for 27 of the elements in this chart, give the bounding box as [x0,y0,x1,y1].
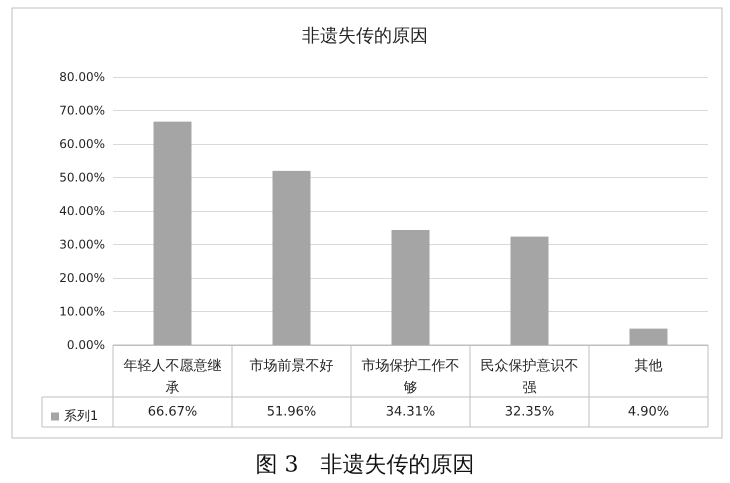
data-label: 51.96% [266,404,316,420]
y-tick-label: 80.00% [59,70,105,84]
y-tick-label: 70.00% [59,104,105,118]
data-label: 34.31% [386,404,436,420]
caption: 图 3 非遗失传的原因 [256,452,474,478]
bar [630,328,668,345]
x-tick-label: 其他 [634,358,662,374]
y-tick-label: 0.00% [66,338,105,352]
bar [272,170,310,345]
y-tick-label: 60.00% [59,137,105,151]
data-label: 66.67% [148,404,198,420]
bar [392,230,430,345]
x-tick-label: 年轻人不愿意继承 [124,358,222,396]
x-tick-label: 市场前景不好 [250,358,334,374]
y-tick-label: 10.00% [59,304,105,318]
chart-title: 非遗失传的原因 [302,26,428,46]
data-label: 4.90% [628,404,670,420]
bar [154,122,192,345]
y-tick-label: 40.00% [59,204,105,218]
y-tick-label: 50.00% [59,170,105,184]
y-tick-label: 20.00% [59,271,105,285]
x-tick-label: 民众保护意识不强 [480,358,578,396]
y-tick-label: 30.00% [59,238,105,252]
data-label: 32.35% [504,404,554,420]
legend-label: 系列1 [64,409,98,424]
bar [510,236,548,345]
x-tick-label: 市场保护工作不够 [362,358,460,396]
